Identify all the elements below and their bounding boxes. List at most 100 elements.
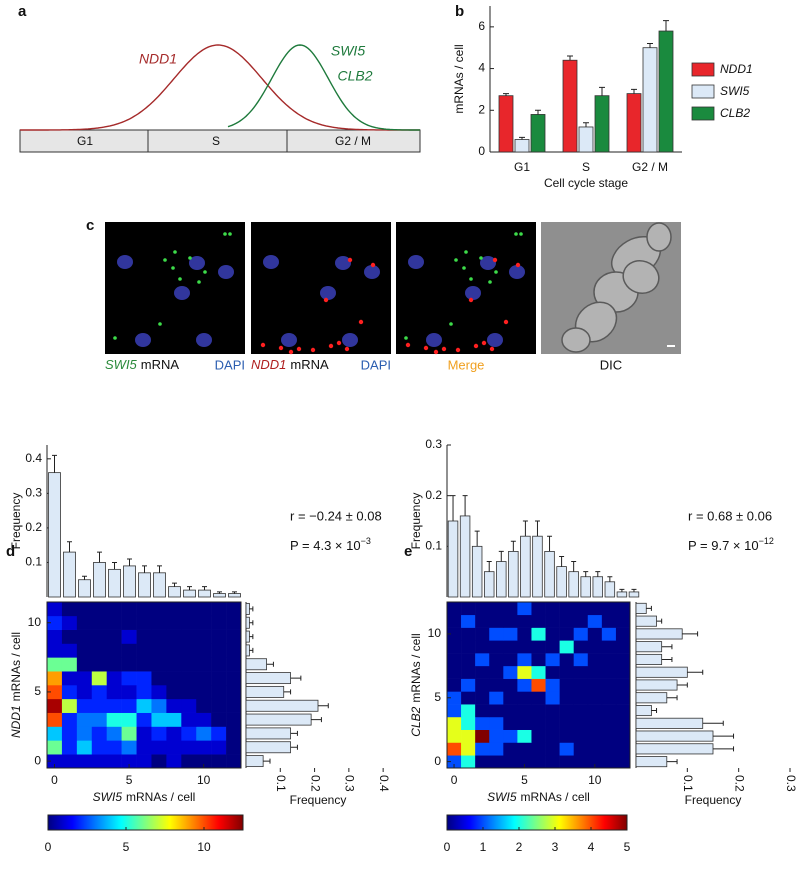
heatmap-cell: [166, 754, 182, 769]
error-bar: [249, 634, 254, 640]
heatmap-cell: [447, 665, 462, 679]
colorbar-tick-label: 0: [45, 840, 52, 854]
heatmap-cell: [461, 729, 476, 743]
heatmap-cell: [461, 665, 476, 679]
histogram-bar: [63, 551, 76, 598]
axis-label-text: mRNAs / cell: [409, 633, 423, 702]
stat-annotation: P = 4.3 × 10−3: [290, 536, 371, 553]
heatmap-cell: [136, 615, 152, 630]
heatmap-cell: [489, 665, 504, 679]
heatmap-cell: [226, 712, 242, 727]
mrna-spot: [481, 340, 487, 346]
heatmap-cell: [121, 629, 137, 644]
heatmap-cell: [76, 726, 93, 741]
mrna-spot: [344, 346, 350, 352]
heatmap-cell: [545, 678, 560, 692]
heatmap-cell: [601, 678, 617, 692]
heatmap-cell: [601, 716, 617, 730]
histogram-bar: [245, 713, 312, 726]
bar: [578, 126, 594, 153]
expression-curve: [227, 44, 420, 131]
error-bar: [232, 591, 237, 594]
histogram-bar: [580, 576, 591, 598]
mrna-spot: [310, 347, 316, 353]
heatmap-cell: [559, 691, 574, 705]
heatmap-cell: [91, 643, 107, 658]
heatmap-cell: [76, 685, 93, 700]
histogram-bar: [245, 602, 250, 615]
heatmap-cell: [447, 729, 462, 743]
heatmap-cell: [475, 716, 490, 730]
heatmap-cell: [211, 712, 227, 727]
x-axis-label: Cell cycle stage: [544, 176, 628, 190]
heatmap-cell: [475, 627, 490, 641]
heatmap-cell: [601, 704, 617, 718]
error-bar: [172, 582, 177, 587]
heatmap-cell: [181, 671, 197, 686]
axis-label-gene: SWI5: [93, 790, 123, 804]
histogram-bar: [568, 571, 579, 598]
heatmap-cell: [196, 712, 212, 727]
histogram-bar: [228, 593, 241, 598]
heatmap-cell: [136, 712, 152, 727]
heatmap-cell: [196, 726, 212, 741]
histogram-bar: [245, 755, 264, 768]
histogram-bar: [245, 727, 291, 740]
stat-annotation: r = −0.24 ± 0.08: [290, 508, 382, 523]
histogram-bar: [123, 565, 136, 598]
histogram-bar: [447, 520, 459, 598]
axis-label-gene: NDD1: [9, 705, 23, 738]
heatmap-cell: [475, 742, 490, 756]
y-tick-label: 0.1: [25, 555, 42, 569]
heatmap-cell: [136, 657, 152, 672]
mrna-spot: [423, 345, 429, 351]
heatmap-cell: [226, 629, 242, 644]
mrna-spot: [296, 346, 302, 352]
error-bar: [283, 689, 292, 695]
error-bar: [510, 540, 516, 552]
heatmap-cell: [61, 602, 78, 617]
y-tick-label: 0.4: [25, 451, 42, 465]
histogram-bar: [245, 630, 250, 643]
x-tick-label: 0.3: [784, 775, 798, 792]
heatmap-cell: [503, 614, 518, 628]
heatmap-cell: [489, 627, 504, 641]
heatmap-cell: [61, 615, 78, 630]
heatmap-cell: [181, 629, 197, 644]
heatmap-cell: [151, 657, 167, 672]
error-bar: [661, 644, 673, 650]
heatmap-cell: [531, 678, 546, 692]
heatmap-cell: [447, 704, 462, 718]
histogram-bar: [635, 628, 683, 640]
histogram-bar: [635, 756, 668, 768]
heatmap-cell: [601, 755, 617, 769]
heatmap-cell: [106, 657, 122, 672]
heatmap-cell: [559, 614, 574, 628]
heatmap-cell: [226, 740, 242, 755]
micrographs: SWI5 mRNA DAPI NDD1 mRNA DAPI Merge DIC: [105, 222, 681, 372]
nucleus: [174, 286, 190, 300]
legend-swatch: [691, 106, 715, 121]
heatmap-cell: [447, 755, 462, 769]
heatmap-cell: [545, 691, 560, 705]
heatmap-cell: [447, 678, 462, 692]
histogram-bar: [635, 615, 657, 627]
caption: SWI5 mRNA: [105, 357, 179, 372]
curve-label: NDD1: [139, 51, 177, 67]
heatmap-cell: [615, 742, 631, 756]
error-bar: [647, 43, 653, 48]
phase-bar: [19, 129, 421, 153]
x-axis-label: SWI5 mRNAs / cell: [487, 790, 590, 804]
heatmap-cell: [531, 602, 546, 616]
heatmap-cell: [211, 726, 227, 741]
heatmap-cell: [196, 615, 212, 630]
stat-text: P = 4.3 × 10: [290, 538, 361, 553]
nucleus: [218, 265, 234, 279]
heatmap-cell: [447, 716, 462, 730]
heatmap-cell: [587, 691, 603, 705]
heatmap-cell: [151, 671, 167, 686]
heatmap-cell: [573, 729, 589, 743]
heatmap-cell: [573, 602, 589, 616]
heatmap-cell: [503, 691, 518, 705]
bar: [562, 59, 578, 153]
